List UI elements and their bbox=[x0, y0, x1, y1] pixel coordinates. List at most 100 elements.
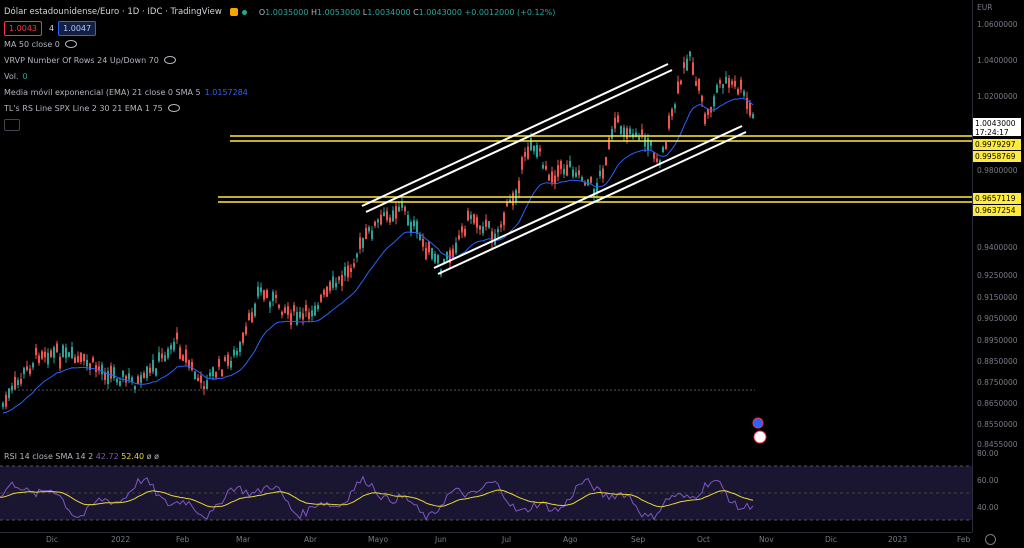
gear-icon[interactable] bbox=[985, 534, 996, 545]
indicator-ma[interactable]: MA 50 close 0 bbox=[4, 36, 555, 52]
candle bbox=[443, 258, 445, 264]
rsi-level-label: 80.00 bbox=[977, 449, 999, 458]
candle bbox=[395, 206, 397, 219]
candle bbox=[41, 351, 43, 359]
price-label: 0.9050000 bbox=[977, 314, 1018, 323]
buy-button[interactable]: 1.0047 bbox=[58, 20, 97, 36]
candle bbox=[557, 165, 559, 177]
indicator-rs-line[interactable]: TL's RS Line SPX Line 2 30 21 EMA 1 75 bbox=[4, 100, 555, 116]
time-label: Sep bbox=[631, 535, 646, 544]
candle bbox=[290, 313, 292, 326]
indicator-ema[interactable]: Media móvil exponencial (EMA) 21 close 0… bbox=[4, 87, 248, 97]
candle bbox=[419, 234, 421, 240]
candle bbox=[521, 157, 523, 170]
time-label: Mar bbox=[236, 535, 251, 544]
candle bbox=[638, 136, 640, 141]
time-axis[interactable]: Dic 2022 Feb Mar Abr Mayo Jun Jul Ago Se… bbox=[0, 532, 972, 548]
candle bbox=[11, 385, 13, 391]
candle bbox=[614, 117, 616, 129]
candles bbox=[2, 50, 754, 410]
sell-button[interactable]: 1.0043 bbox=[4, 20, 42, 36]
candle bbox=[314, 305, 316, 316]
price-label: 0.9400000 bbox=[977, 243, 1018, 252]
indicator-vol[interactable]: Vol. 0 bbox=[4, 71, 28, 81]
candle bbox=[662, 147, 664, 153]
candle bbox=[533, 146, 535, 152]
candle bbox=[392, 210, 394, 222]
time-label: Dic bbox=[825, 535, 837, 544]
collapse-legend-button[interactable] bbox=[4, 119, 20, 131]
candle bbox=[272, 291, 274, 302]
candle bbox=[509, 199, 511, 203]
candle bbox=[725, 76, 727, 84]
candle bbox=[92, 357, 94, 363]
price-label: 1.0600000 bbox=[977, 20, 1018, 29]
candle bbox=[485, 219, 487, 227]
candle bbox=[641, 129, 643, 136]
time-label: Feb bbox=[957, 535, 971, 544]
candle bbox=[62, 345, 64, 358]
alarm-icon[interactable] bbox=[229, 8, 238, 16]
candle bbox=[407, 214, 409, 226]
candle bbox=[182, 355, 184, 361]
candle bbox=[416, 221, 418, 234]
candle bbox=[455, 242, 457, 253]
rsi-legend[interactable]: RSI 14 close SMA 14 2 42.72 52.40 ø ø bbox=[4, 452, 160, 461]
main-chart[interactable] bbox=[0, 0, 972, 445]
candle bbox=[368, 227, 370, 232]
price-label: 1.0400000 bbox=[977, 56, 1018, 65]
ema-value: 1.0157284 bbox=[204, 87, 248, 97]
candle bbox=[188, 360, 190, 368]
eye-icon[interactable] bbox=[163, 56, 176, 64]
candle bbox=[362, 238, 364, 248]
indicator-vrvp[interactable]: VRVP Number Of Rows 24 Up/Down 70 bbox=[4, 52, 555, 68]
rsi-pane[interactable] bbox=[0, 447, 972, 532]
candle bbox=[752, 114, 754, 119]
currency-label[interactable]: EUR bbox=[977, 3, 993, 12]
candle bbox=[161, 353, 163, 359]
candle bbox=[479, 225, 481, 230]
vol-value: 0 bbox=[22, 71, 28, 81]
channel-line-upper-2 bbox=[365, 69, 673, 213]
candle bbox=[209, 372, 211, 377]
candle bbox=[299, 311, 301, 318]
candle bbox=[518, 180, 520, 194]
candle bbox=[269, 301, 271, 308]
candle bbox=[503, 212, 505, 226]
candle bbox=[437, 255, 439, 264]
symbol-title[interactable]: Dólar estadounidense/Euro · 1D · IDC · T… bbox=[4, 7, 222, 17]
candle bbox=[605, 157, 607, 166]
candle bbox=[461, 226, 463, 233]
candle bbox=[170, 345, 172, 350]
candle bbox=[359, 237, 361, 249]
candle bbox=[47, 352, 49, 365]
candle bbox=[239, 342, 241, 352]
candle bbox=[578, 170, 580, 176]
candle bbox=[665, 142, 667, 149]
candle bbox=[77, 356, 79, 363]
price-axis[interactable]: EUR 1.0600000 1.0400000 1.0200000 1.0043… bbox=[972, 0, 1024, 532]
support-tag: 0.9637254 bbox=[973, 205, 1021, 216]
candle bbox=[383, 212, 385, 217]
eye-icon[interactable] bbox=[64, 40, 77, 48]
candle bbox=[53, 347, 55, 358]
candle bbox=[626, 128, 628, 139]
eye-icon[interactable] bbox=[167, 104, 180, 112]
price-label: 0.9800000 bbox=[977, 166, 1018, 175]
candle bbox=[305, 304, 307, 312]
candle bbox=[575, 172, 577, 177]
candle bbox=[734, 80, 736, 87]
candle bbox=[698, 78, 700, 91]
symbol-row: Dólar estadounidense/Euro · 1D · IDC · T… bbox=[4, 4, 555, 20]
candle bbox=[635, 132, 637, 138]
time-label: Abr bbox=[304, 535, 317, 544]
candle bbox=[44, 351, 46, 358]
candle bbox=[560, 160, 562, 170]
event-icon bbox=[752, 417, 764, 429]
candle bbox=[413, 220, 415, 227]
candle bbox=[536, 145, 538, 157]
candle bbox=[245, 326, 247, 335]
quantity-value[interactable]: 4 bbox=[49, 23, 55, 33]
rsi-level-label: 40.00 bbox=[977, 503, 999, 512]
candle bbox=[659, 160, 661, 165]
